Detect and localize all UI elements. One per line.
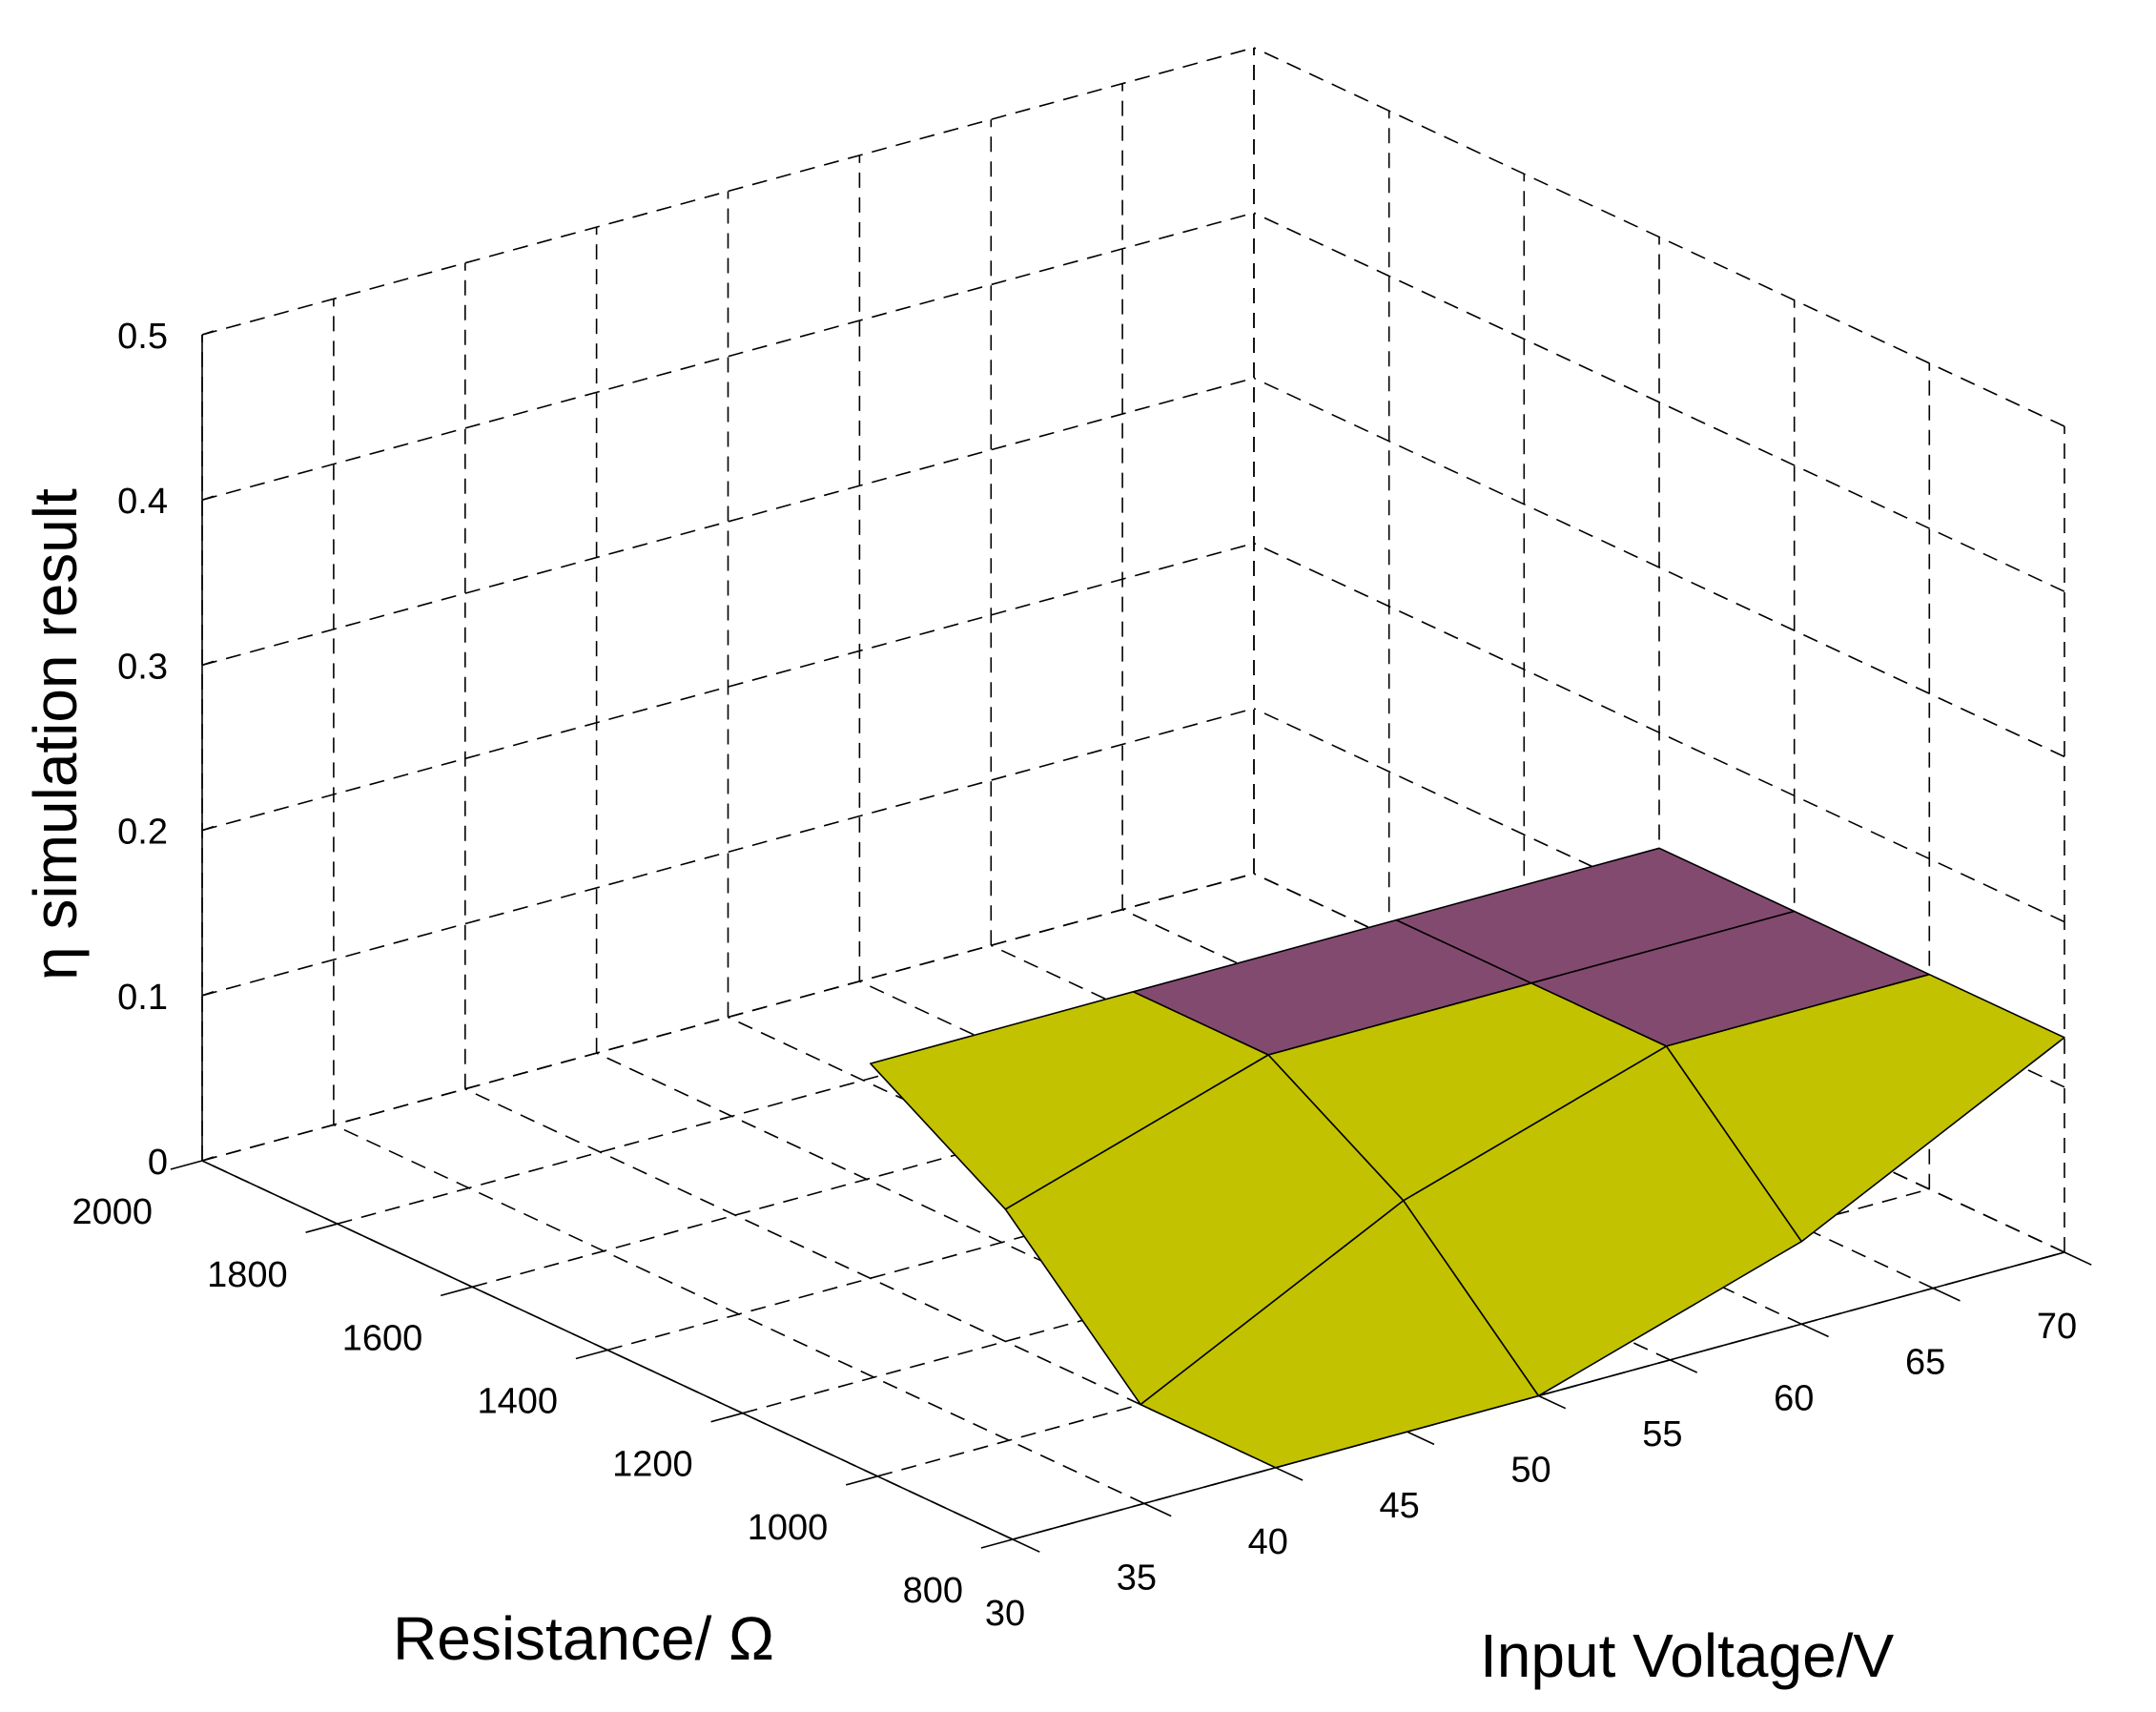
- y-tick-mark: [305, 1223, 338, 1233]
- x-tick-label: 65: [1905, 1343, 1945, 1383]
- x-tick-label: 30: [985, 1594, 1025, 1634]
- back-wall-grid-line: [201, 542, 1255, 832]
- y-tick-label: 1400: [477, 1382, 558, 1422]
- tick-labels: 30 35 40 45 50 55 60 65 70 800 1000 1200 1400 1600 180…: [72, 317, 2077, 1634]
- side-wall-grid-line: [1253, 212, 2065, 592]
- y-tick-label: 800: [903, 1571, 963, 1611]
- back-wall-grid-line: [201, 377, 1255, 667]
- side-wall-grid-line: [1253, 542, 2065, 923]
- x-tick-mark: [1407, 1431, 1435, 1446]
- surface: [869, 847, 2065, 1469]
- x-tick-label: 60: [1774, 1378, 1814, 1418]
- y-tick-mark: [980, 1538, 1014, 1549]
- y-tick-mark: [575, 1349, 608, 1360]
- x-tick-mark: [1275, 1467, 1304, 1481]
- z-tick-label: 0.1: [117, 978, 168, 1018]
- back-wall-grid-line: [201, 47, 1255, 336]
- floor-grid-line: [472, 999, 1525, 1289]
- x-tick-mark: [1670, 1359, 1698, 1373]
- surface-patch: [1665, 973, 2065, 1243]
- x-tick-mark: [1012, 1538, 1040, 1553]
- x-tick-label: 35: [1117, 1557, 1157, 1598]
- y-tick-label: 1000: [748, 1508, 829, 1548]
- back-wall-grid-line: [201, 708, 1255, 997]
- z-tick-mark: [201, 660, 215, 667]
- z-tick-label: 0.5: [117, 317, 168, 357]
- z-tick-mark: [201, 825, 215, 832]
- back-wall-grid-line: [201, 873, 1255, 1162]
- x-tick-label: 45: [1379, 1486, 1419, 1526]
- back-wall-grid-line: [201, 212, 1255, 501]
- y-tick-label: 2000: [72, 1192, 153, 1232]
- floor-grid-line: [337, 936, 1389, 1225]
- x-tick-mark: [1538, 1394, 1567, 1410]
- x-tick-label: 55: [1642, 1414, 1682, 1454]
- z-tick-label: 0: [148, 1143, 168, 1183]
- x-tick-label: 50: [1510, 1451, 1550, 1491]
- side-wall-grid-line: [1253, 377, 2065, 758]
- x-tick-mark: [1143, 1502, 1172, 1517]
- x-tick-mark: [2064, 1251, 2092, 1266]
- floor-grid-line: [742, 1124, 1795, 1414]
- y-tick-label: 1800: [207, 1255, 288, 1295]
- x-tick-label: 70: [2037, 1307, 2077, 1347]
- floor-grid-line: [606, 1062, 1660, 1351]
- y-axis-label: Resistance/ Ω: [393, 1604, 774, 1673]
- z-tick-label: 0.4: [117, 482, 168, 522]
- z-tick-mark: [201, 330, 215, 336]
- z-tick-label: 0.2: [117, 813, 168, 853]
- y-tick-mark: [845, 1475, 878, 1486]
- z-tick-label: 0.3: [117, 647, 168, 687]
- y-tick-mark: [170, 1160, 203, 1170]
- floor-grid-line: [877, 1188, 1930, 1477]
- z-axis-label: η simulation result: [21, 488, 90, 980]
- x-axis-label: Input Voltage/V: [1480, 1621, 1894, 1690]
- x-tick-mark: [1800, 1323, 1829, 1338]
- y-tick-mark: [440, 1286, 473, 1297]
- x-tick-mark: [1932, 1287, 1961, 1302]
- y-tick-label: 1200: [612, 1445, 693, 1485]
- y-tick-label: 1600: [342, 1318, 423, 1358]
- z-tick-mark: [201, 495, 215, 501]
- y-tick-mark: [710, 1412, 743, 1423]
- side-wall-grid-line: [1253, 47, 2065, 427]
- x-tick-label: 40: [1248, 1522, 1288, 1562]
- z-tick-mark: [201, 991, 215, 997]
- z-tick-mark: [201, 1156, 215, 1162]
